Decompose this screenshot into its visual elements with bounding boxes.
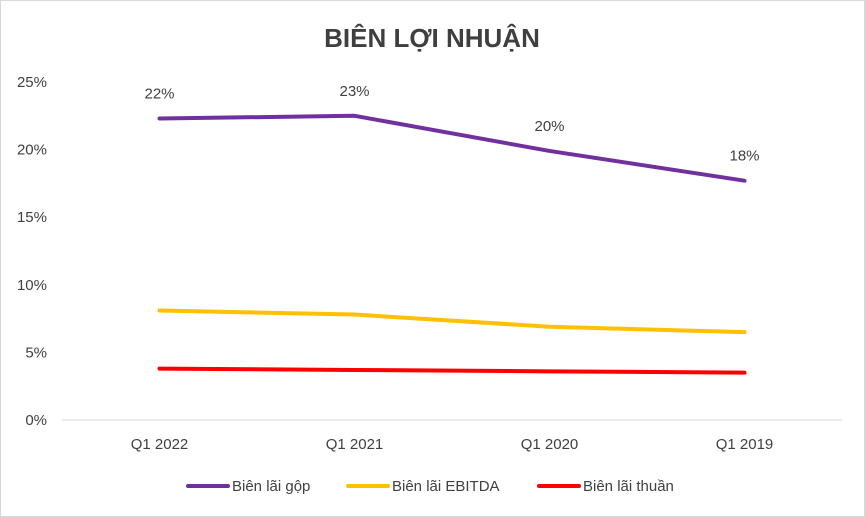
y-tick-label: 0% xyxy=(25,412,47,429)
y-tick-label: 20% xyxy=(17,142,47,159)
x-tick-label: Q1 2019 xyxy=(716,436,774,453)
series-line-2 xyxy=(157,308,747,335)
x-axis-ticks: Q1 2022 Q1 2021 Q1 2020 Q1 2019 xyxy=(131,436,774,453)
data-label: 23% xyxy=(339,83,369,100)
series-line-1 xyxy=(157,113,747,183)
legend-label-1: Biên lãi gộp xyxy=(232,478,310,495)
y-tick-label: 25% xyxy=(17,74,47,91)
y-tick-label: 15% xyxy=(17,209,47,226)
legend-label-2: Biên lãi EBITDA xyxy=(392,478,500,495)
x-tick-label: Q1 2022 xyxy=(131,436,189,453)
data-label: 20% xyxy=(534,118,564,135)
chart-title: BIÊN LỢI NHUẬN xyxy=(324,23,540,53)
series-line-3 xyxy=(157,366,747,375)
data-label: 22% xyxy=(144,86,174,103)
x-tick-label: Q1 2020 xyxy=(521,436,579,453)
data-label: 18% xyxy=(729,148,759,165)
y-tick-label: 5% xyxy=(25,344,47,361)
series-lines xyxy=(157,113,747,375)
y-tick-label: 10% xyxy=(17,277,47,294)
legend: Biên lãi gộp Biên lãi EBITDA Biên lãi thuầ… xyxy=(186,478,674,495)
legend-label-3: Biên lãi thuần xyxy=(583,478,674,495)
x-tick-label: Q1 2021 xyxy=(326,436,384,453)
data-labels: 22% 23% 20% 18% xyxy=(144,83,759,165)
y-axis-ticks: 0% 5% 10% 15% 20% 25% xyxy=(17,74,47,429)
